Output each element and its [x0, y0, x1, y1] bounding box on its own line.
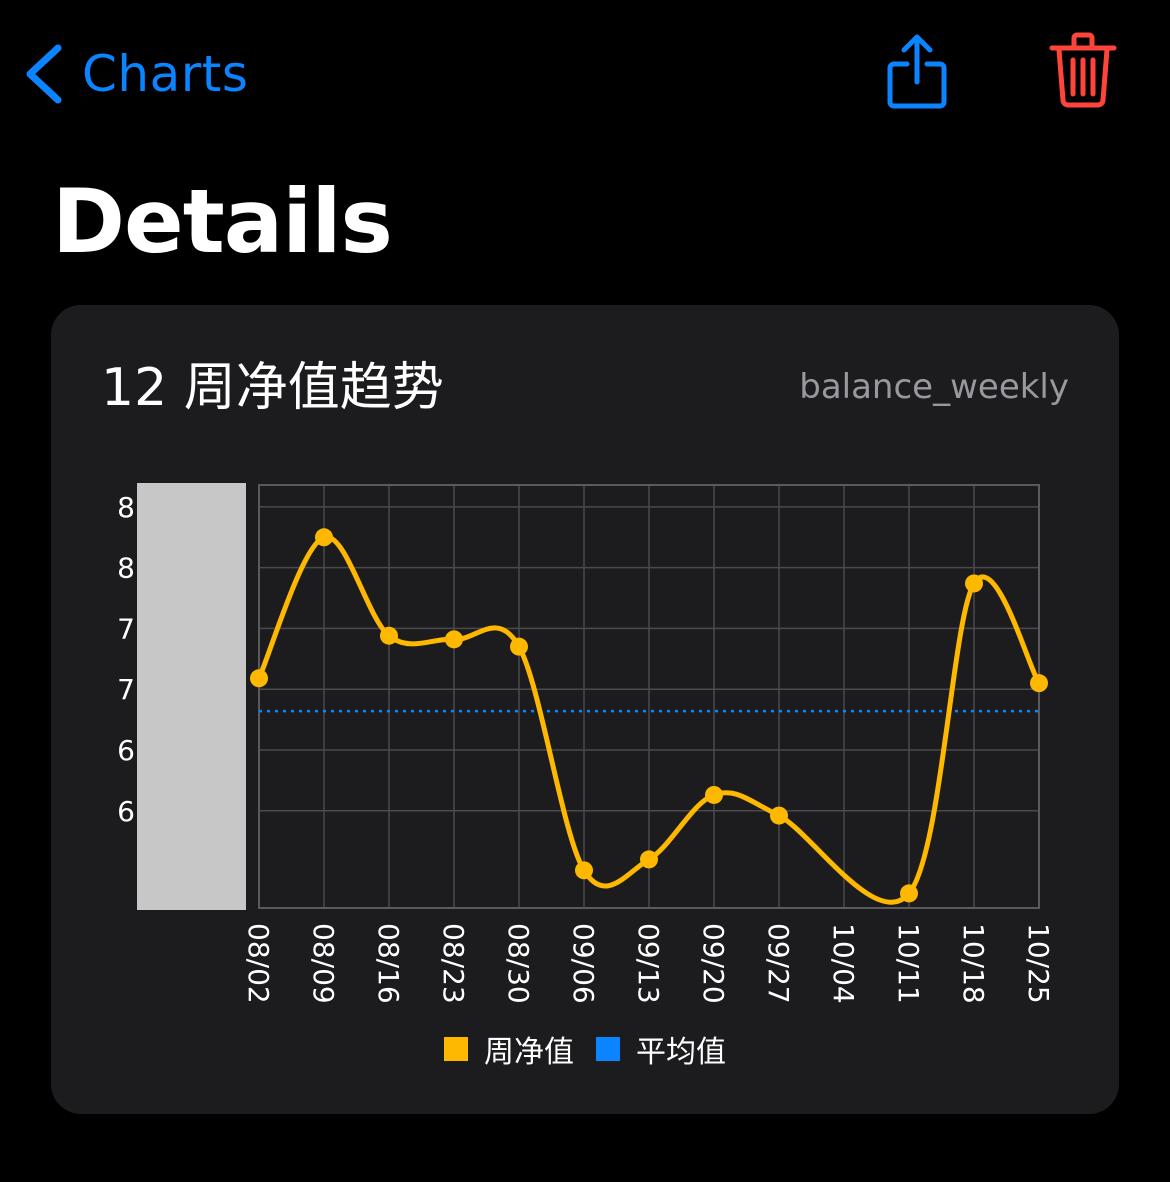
back-button[interactable]: Charts — [22, 38, 248, 110]
x-tick-label: 08/30 — [502, 923, 535, 1004]
data-point — [575, 861, 593, 880]
data-point — [1030, 674, 1048, 693]
y-tick-label: 8 — [117, 552, 135, 585]
delete-button[interactable] — [1046, 30, 1120, 114]
y-tick-label: 6 — [117, 795, 135, 828]
chart-title: 12 周净值趋势 — [101, 358, 444, 418]
legend-item-weekly[interactable]: 周净值 — [444, 1027, 574, 1071]
data-point — [380, 626, 398, 645]
x-tick-label: 10/04 — [827, 923, 860, 1004]
data-point — [900, 884, 918, 903]
y-tick-label: 7 — [117, 612, 135, 645]
x-tick-label: 08/23 — [437, 923, 470, 1004]
legend-label-weekly: 周净值 — [484, 1035, 574, 1070]
share-icon — [887, 34, 947, 109]
x-tick-label: 08/02 — [242, 923, 275, 1004]
chevron-left-icon — [26, 44, 62, 104]
x-tick-label: 09/27 — [762, 923, 795, 1004]
trash-icon — [1049, 32, 1117, 108]
data-point — [510, 637, 528, 656]
x-tick-label: 09/06 — [567, 923, 600, 1004]
chart-card: 12 周净值趋势 balance_weekly 8 8 7 7 6 6 08/02 08/0… — [51, 305, 1119, 1114]
data-point — [640, 850, 658, 869]
legend-swatch-weekly — [444, 1037, 468, 1061]
chart-legend: 周净值 平均值 — [51, 1027, 1119, 1071]
back-label: Charts — [82, 45, 249, 103]
y-tick-label: 6 — [117, 734, 135, 767]
x-tick-label: 09/13 — [632, 923, 665, 1004]
x-tick-label: 09/20 — [697, 923, 730, 1004]
data-point — [445, 630, 463, 649]
chart-dataset-label: balance_weekly — [799, 367, 1069, 407]
share-button[interactable] — [880, 30, 954, 114]
data-point — [315, 528, 333, 547]
data-point — [965, 574, 983, 593]
y-tick-label: 8 — [117, 491, 135, 524]
plot-frame — [258, 484, 1040, 909]
y-tick-label: 7 — [117, 673, 135, 706]
legend-swatch-average — [596, 1037, 620, 1061]
y-axis-panel — [137, 483, 246, 910]
legend-item-average[interactable]: 平均值 — [596, 1027, 726, 1071]
x-tick-label: 10/18 — [957, 923, 990, 1004]
data-point — [770, 806, 788, 825]
data-point — [705, 785, 723, 804]
legend-label-average: 平均值 — [636, 1035, 726, 1070]
x-tick-label: 08/09 — [307, 923, 340, 1004]
line-chart: 8 8 7 7 6 6 08/02 08/09 08/16 08/23 08/30 09/06 09/… — [117, 483, 1055, 1004]
page-title: Details — [52, 170, 393, 273]
x-tick-label: 10/11 — [892, 923, 925, 1004]
data-point — [250, 669, 268, 688]
x-tick-label: 08/16 — [372, 923, 405, 1004]
weekly-balance-line — [256, 534, 1042, 905]
x-tick-label: 10/25 — [1022, 923, 1055, 1004]
